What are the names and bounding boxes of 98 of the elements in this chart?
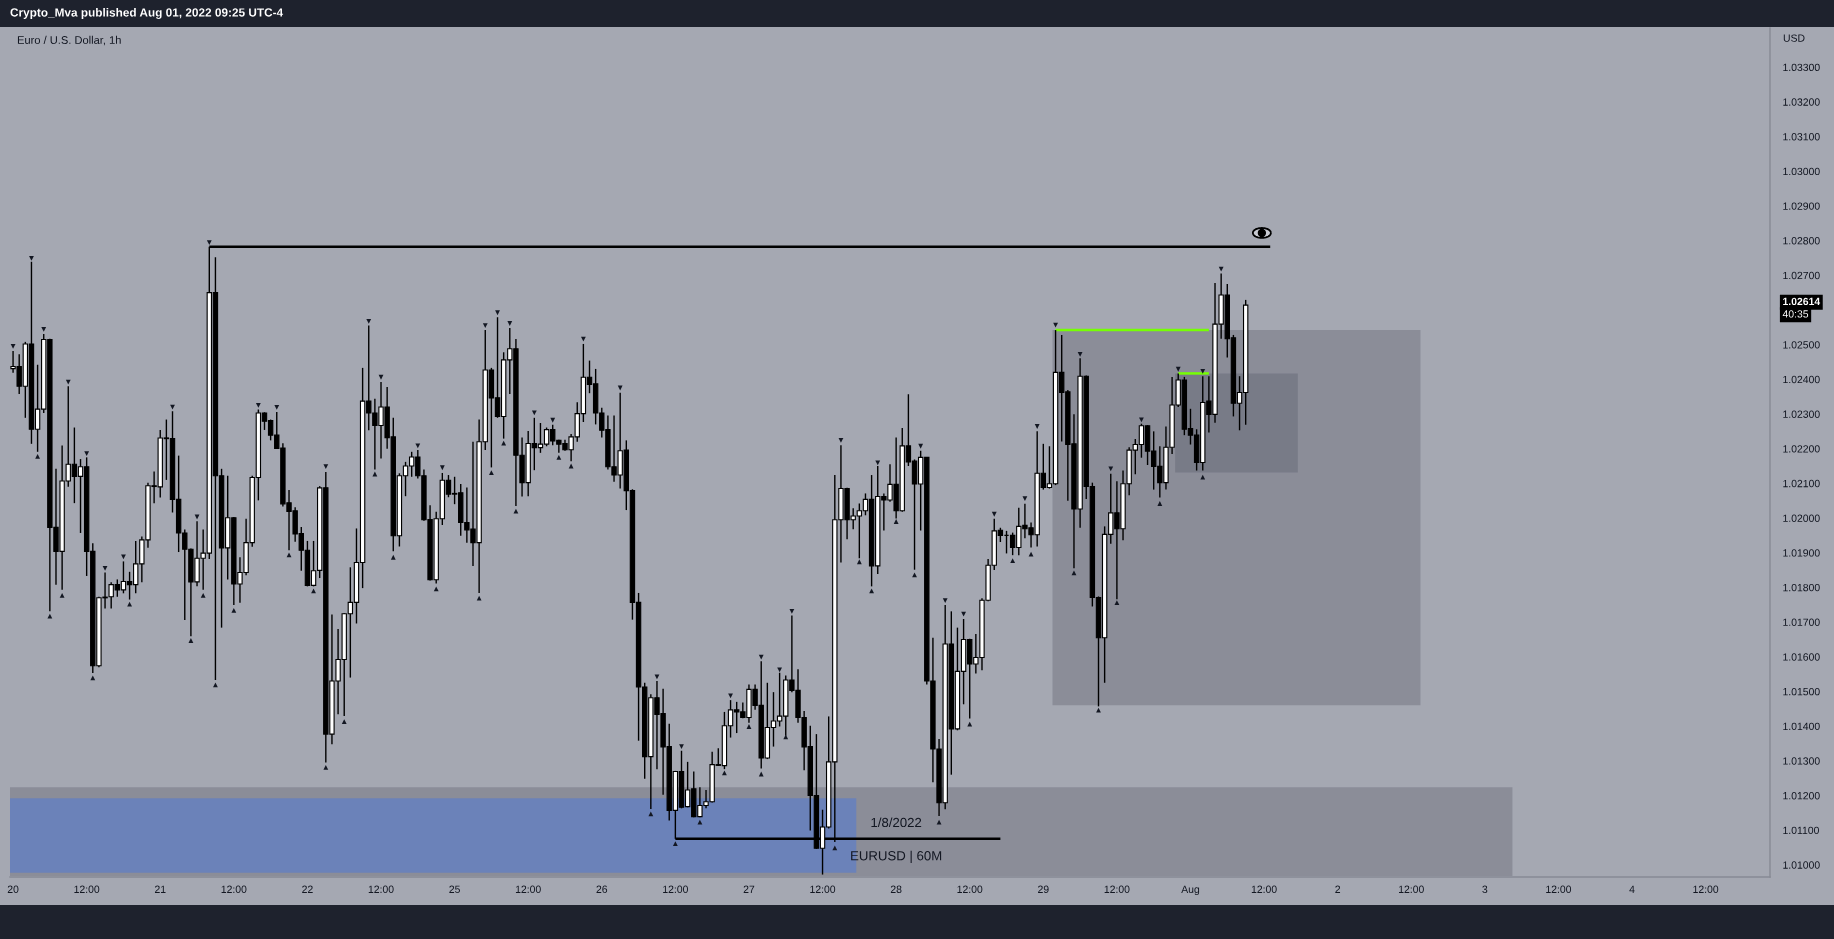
point [59,592,65,598]
x-tick-label: Aug [1181,885,1200,896]
x-tick-label: 28 [890,885,902,893]
point [1114,600,1120,606]
point [102,565,108,571]
x-tick-label: 12:00 [368,885,394,893]
point [188,638,194,643]
point [10,343,16,349]
point [35,453,40,459]
point [1028,551,1034,557]
point [476,595,482,601]
y-axis-title: USD [1783,34,1805,42]
x-tick-label: 22 [302,885,313,893]
x-tick-label: 12:00 [74,885,100,893]
x-tick-label: 12:00 [1546,885,1572,893]
point [679,744,684,749]
y-tick-label: 1.01900 [1783,549,1820,557]
point [936,819,942,825]
x-tick-label: 3 [1482,885,1488,893]
text: Euro / U.S. Dollar, 1h [17,35,121,46]
annotation: EURUSD | 60M [851,850,942,864]
point [1096,707,1101,713]
y-tick-label: 1.02500 [1783,341,1820,349]
point [439,465,445,471]
y-tick-label: 1.02700 [1783,271,1820,280]
y-tick-label: 1.02300 [1783,410,1820,418]
y-tick-label: 1.02100 [1783,479,1820,488]
y-tick-label: 1.01500 [1783,687,1820,696]
x-tick-label: 26 [596,885,608,893]
point [390,554,396,560]
point [286,552,292,558]
y-tick-label: 1.03000 [1783,167,1820,176]
x-tick-label: 25 [449,885,460,893]
point [29,255,34,261]
x-tick-label: 12:00 [663,885,688,893]
x-tick-label: 20 [7,885,19,893]
y-tick-label: 1.01100 [1783,826,1819,835]
point [893,519,899,524]
point [1022,496,1028,502]
point [697,819,703,825]
y-tick-label: 1.02000 [1783,514,1820,522]
point [556,454,562,460]
x-tick-label: 12:00 [1251,885,1277,893]
x-tick-label: 2 [1335,885,1341,893]
x-tick-label: 12:00 [515,885,541,893]
point [1108,466,1114,472]
point [1200,474,1206,480]
text: Crypto_Mva published Aug 01, 2022 09:25 UTC-4 [10,7,284,20]
x-tick-label: 29 [1038,885,1049,893]
y-tick-label: 1.01000 [1783,861,1820,869]
annotation: 1/8/2022 [871,817,922,828]
point [488,470,494,476]
x-tick-label: 12:00 [1399,885,1424,893]
y-tick-label: 1.03100 [1783,133,1820,141]
point [206,240,212,246]
point [1071,570,1077,576]
point [495,310,500,316]
point [47,613,53,619]
point [501,440,507,446]
y-tick-label: 1.01700 [1783,618,1820,626]
point [746,724,752,729]
x-tick-label: 4 [1629,885,1635,893]
point [121,554,126,560]
point [654,674,660,680]
x-tick-label: 12:00 [1693,885,1719,893]
y-tick-label: 1.01400 [1783,722,1820,731]
x-tick-label: 12:00 [957,885,983,893]
x-tick-label: 12:00 [1104,885,1130,893]
y-tick-label: 1.03300 [1783,63,1820,72]
y-tick-label: 1.01300 [1783,757,1820,765]
y-tick-label: 1.03200 [1783,98,1820,106]
y-tick-label: 1.02200 [1783,445,1820,453]
point [513,508,519,514]
x-tick-label: 12:00 [810,885,836,893]
point [1157,501,1163,506]
y-tick-label: 1.02800 [1783,237,1820,245]
point [875,460,881,466]
point [378,374,384,380]
point [323,765,329,770]
y-tick-label: 1.01200 [1783,792,1820,800]
point [1077,351,1083,357]
x-tick-label: 12:00 [221,885,247,893]
point [838,437,844,443]
point [231,607,237,613]
point [942,598,948,603]
point [1034,424,1040,429]
point [84,451,90,456]
y-tick-label: 1.01800 [1783,583,1820,592]
text: 1.02614 [1783,297,1821,306]
y-tick-label: 1.01600 [1783,653,1820,661]
x-tick-label: 27 [743,885,755,893]
y-tick-label: 1.02400 [1783,375,1820,384]
text: 40:35 [1782,310,1809,318]
y-tick-label: 1.02900 [1783,202,1820,210]
point [200,592,206,598]
point [323,464,329,470]
point [1139,417,1144,423]
x-tick-label: 21 [154,885,166,893]
